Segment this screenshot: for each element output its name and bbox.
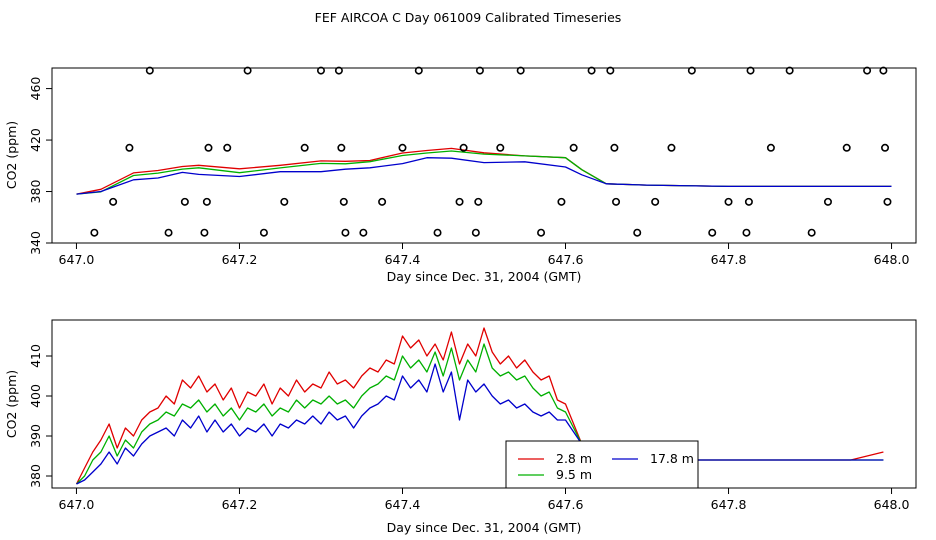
calibration-point xyxy=(398,143,407,152)
y-tick-label: 400 xyxy=(28,384,43,408)
calibration-point xyxy=(359,228,368,237)
legend-label-17-8m: 17.8 m xyxy=(650,451,694,466)
plot-frame xyxy=(51,319,917,489)
calibration-point xyxy=(651,197,660,206)
x-axis-label: Day since Dec. 31, 2004 (GMT) xyxy=(387,520,582,535)
calibration-point xyxy=(612,197,621,206)
x-tick-label: 647.0 xyxy=(59,252,95,267)
calibration-point xyxy=(746,66,755,75)
calibration-point xyxy=(881,143,890,152)
series-line-17-8-m xyxy=(76,363,884,485)
x-tick-label: 647.8 xyxy=(711,252,747,267)
calibration-point xyxy=(204,143,213,152)
calibration-point xyxy=(766,143,775,152)
calibration-point xyxy=(280,197,289,206)
calibration-point xyxy=(316,66,325,75)
calibration-point xyxy=(474,197,483,206)
calibration-point xyxy=(202,197,211,206)
y-axis-label: CO2 (ppm) xyxy=(4,370,19,438)
calibration-point xyxy=(459,143,468,152)
legend-label-2-8m: 2.8 m xyxy=(556,451,592,466)
calibration-point xyxy=(724,197,733,206)
calibration-point xyxy=(433,228,442,237)
y-tick-label: 420 xyxy=(28,128,43,152)
calibration-point xyxy=(587,66,596,75)
calibration-point xyxy=(200,228,209,237)
calibration-point xyxy=(334,66,343,75)
calibration-point xyxy=(496,143,505,152)
calibration-point xyxy=(145,66,154,75)
legend-box xyxy=(505,440,699,489)
calibration-point xyxy=(667,143,676,152)
calibration-point xyxy=(300,143,309,152)
x-tick-label: 647.0 xyxy=(59,497,95,512)
height-profile-panel: 647.0 647.2 647.4 647.6 647.8 648.0 380 390 400 4… xyxy=(4,319,917,535)
calibration-point xyxy=(378,197,387,206)
calibration-point xyxy=(842,143,851,152)
calibration-point xyxy=(633,228,642,237)
series-line-9-5-m xyxy=(76,343,884,485)
x-tick-label: 648.0 xyxy=(874,497,910,512)
calibration-point xyxy=(243,66,252,75)
calibration-point xyxy=(259,228,268,237)
calibrated-scatter-panel: 647.0 647.2 647.4 647.6 647.8 648.0 340 380 420 4… xyxy=(4,66,917,284)
calibration-point xyxy=(883,197,892,206)
calibration-point xyxy=(180,197,189,206)
calibration-point xyxy=(164,228,173,237)
calibration-point xyxy=(471,228,480,237)
calibration-point xyxy=(569,143,578,152)
x-tick-label: 647.4 xyxy=(385,497,421,512)
calibration-point xyxy=(744,197,753,206)
y-tick-label: 460 xyxy=(28,77,43,101)
legend-label-9-5m: 9.5 m xyxy=(556,467,592,482)
calibration-point xyxy=(537,228,546,237)
series-line-9-5m xyxy=(76,150,892,195)
calibration-point xyxy=(823,197,832,206)
y-tick-label: 380 xyxy=(28,464,43,488)
series-line-2-8-m xyxy=(75,327,884,485)
calibration-point xyxy=(687,66,696,75)
page-title: FEF AIRCOA C Day 061009 Calibrated Times… xyxy=(315,10,622,25)
y-tick-label: 410 xyxy=(28,344,43,368)
x-tick-label: 647.2 xyxy=(222,497,258,512)
x-tick-label: 647.2 xyxy=(222,252,258,267)
y-tick-label: 390 xyxy=(28,424,43,448)
plot-frame xyxy=(51,67,917,244)
calibration-point xyxy=(223,143,232,152)
calibration-point xyxy=(90,228,99,237)
calibration-point xyxy=(516,66,525,75)
x-tick-label: 647.8 xyxy=(711,497,747,512)
calibration-point xyxy=(879,66,888,75)
calibration-point xyxy=(414,66,423,75)
series-line-2-8m xyxy=(76,147,892,195)
y-tick-label: 380 xyxy=(28,180,43,204)
calibration-point xyxy=(742,228,751,237)
x-axis-label: Day since Dec. 31, 2004 (GMT) xyxy=(387,269,582,284)
calibration-point xyxy=(475,66,484,75)
calibration-point xyxy=(109,197,118,206)
x-tick-label: 648.0 xyxy=(874,252,910,267)
x-tick-label: 647.6 xyxy=(548,497,584,512)
calibration-point xyxy=(708,228,717,237)
y-axis-label: CO2 (ppm) xyxy=(4,121,19,189)
calibration-point xyxy=(863,66,872,75)
calibration-point xyxy=(606,66,615,75)
calibration-point xyxy=(337,143,346,152)
y-tick-label: 340 xyxy=(28,231,43,255)
calibration-point xyxy=(341,228,350,237)
calibration-point xyxy=(785,66,794,75)
calibration-point xyxy=(455,197,464,206)
calibration-point xyxy=(610,143,619,152)
series-line-17-8m xyxy=(76,157,892,195)
calibration-point xyxy=(125,143,134,152)
x-tick-label: 647.6 xyxy=(548,252,584,267)
calibration-point xyxy=(807,228,816,237)
calibration-point xyxy=(339,197,348,206)
legend: 2.8 m 9.5 m 17.8 m xyxy=(505,440,699,489)
x-tick-label: 647.4 xyxy=(385,252,421,267)
calibration-point xyxy=(557,197,566,206)
